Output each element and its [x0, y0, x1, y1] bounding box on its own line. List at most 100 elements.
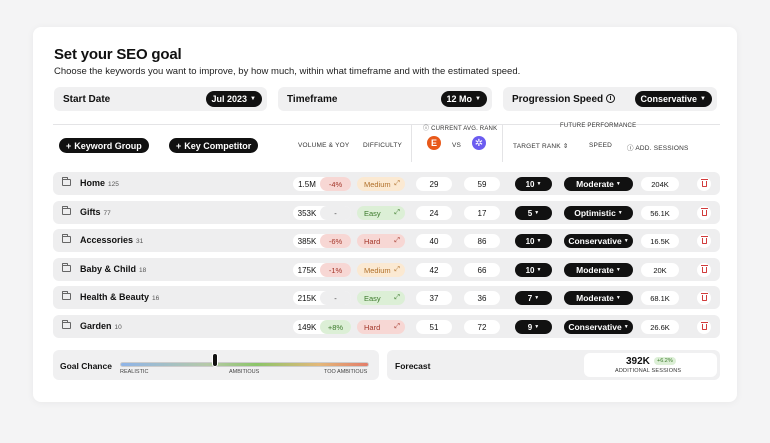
target-rank-dropdown[interactable]: 7 ▼: [515, 291, 552, 305]
speed-dropdown[interactable]: Conservative ▼: [564, 320, 633, 334]
expand-arrows-icon: ⤢: [394, 237, 400, 244]
speed-dropdown[interactable]: Moderate ▼: [564, 291, 633, 305]
keyword-group-name[interactable]: Gifts 77: [80, 207, 111, 217]
divider: [502, 124, 503, 162]
current-rank-b: 66: [464, 263, 500, 277]
difficulty-badge: Medium ⤢: [357, 177, 405, 191]
scale-label-ambitious: AMBITIOUS: [229, 369, 260, 375]
yoy-change: -: [320, 206, 351, 220]
delete-row-button[interactable]: [697, 320, 711, 334]
timeframe-dropdown[interactable]: 12 Mo ▼: [440, 91, 487, 107]
keyword-group-name[interactable]: Accessories 31: [80, 235, 144, 245]
keyword-group-row[interactable]: Home 125 1.5M -4% Medium ⤢ 29 59 10 ▼ Moderate ▼ 204…: [53, 172, 720, 195]
forecast-value: 392K: [626, 356, 650, 367]
add-keyword-group-button[interactable]: + Keyword Group: [59, 138, 149, 153]
keyword-group-row[interactable]: Baby & Child 18 175K -1% Medium ⤢ 42 66 10 ▼ Moder…: [53, 258, 720, 281]
timeframe-label: Timeframe: [287, 93, 338, 105]
target-rank-dropdown[interactable]: 5 ▼: [515, 206, 552, 220]
info-icon: ⓘ: [627, 145, 636, 152]
speed-dropdown[interactable]: Moderate ▼: [564, 177, 633, 191]
additional-sessions: 20K: [641, 263, 679, 277]
add-key-competitor-button[interactable]: + Key Competitor: [169, 138, 259, 153]
keyword-group-name[interactable]: Baby & Child 18: [80, 264, 147, 274]
trash-icon: [700, 236, 708, 244]
keyword-group-name[interactable]: Home 125: [80, 178, 119, 188]
caret-down-icon: ▼: [623, 238, 629, 244]
caret-down-icon: ▼: [536, 267, 542, 273]
divider: [53, 124, 720, 125]
delete-row-button[interactable]: [697, 177, 711, 191]
plus-icon: +: [66, 140, 72, 151]
delete-row-button[interactable]: [697, 291, 711, 305]
difficulty-badge: Hard ⤢: [357, 234, 405, 248]
forecast-label: Forecast: [395, 361, 431, 371]
start-date-dropdown[interactable]: Jul 2023 ▼: [205, 91, 262, 107]
delete-row-button[interactable]: [697, 234, 711, 248]
yoy-change: -: [320, 291, 351, 305]
current-rank-b: 59: [464, 177, 500, 191]
column-header-sessions: ⓘ ADD. SESSIONS: [627, 145, 689, 152]
caret-down-icon: ▼: [534, 295, 540, 301]
additional-sessions: 204K: [641, 177, 679, 191]
trash-icon: [700, 208, 708, 216]
folder-icon: [62, 206, 71, 215]
volume-value: 1.5M: [298, 179, 316, 189]
yoy-change: -4%: [320, 177, 351, 191]
column-header-difficulty: DIFFICULTY: [363, 142, 403, 149]
goal-chance-slider-track[interactable]: [120, 362, 369, 367]
forecast-panel: Forecast 392K +6.2% ADDITIONAL SESSIONS: [387, 350, 720, 380]
target-rank-dropdown[interactable]: 9 ▼: [515, 320, 552, 334]
volume-value: 175K: [297, 265, 317, 275]
column-header-future-performance: FUTURE PERFORMANCE: [560, 123, 637, 129]
target-rank-dropdown[interactable]: 10 ▼: [515, 263, 552, 277]
volume-value: 149K: [297, 322, 317, 332]
keyword-group-name[interactable]: Garden 10: [80, 321, 122, 331]
page-title: Set your SEO goal: [54, 46, 182, 63]
additional-sessions: 26.6K: [641, 320, 679, 334]
start-date-selector: Start Date Jul 2023 ▼: [54, 87, 267, 111]
trash-icon: [700, 179, 708, 187]
speed-dropdown[interactable]: Optimistic ▼: [564, 206, 633, 220]
current-rank-b: 86: [464, 234, 500, 248]
delete-row-button[interactable]: [697, 206, 711, 220]
caret-down-icon: ▼: [534, 210, 540, 216]
timeframe-selector: Timeframe 12 Mo ▼: [278, 87, 492, 111]
volume-pill: 353K -: [293, 206, 351, 220]
progression-speed-label: Progression Speed i: [512, 94, 615, 105]
caret-down-icon: ▼: [250, 96, 256, 102]
keyword-group-row[interactable]: Garden 10 149K +8% Hard ⤢ 51 72 9 ▼ Conservative ▼ 2…: [53, 315, 720, 338]
current-rank-a: 37: [416, 291, 452, 305]
keyword-group-name[interactable]: Health & Beauty 16: [80, 292, 160, 302]
volume-pill: 215K -: [293, 291, 351, 305]
yoy-change: -1%: [320, 263, 351, 277]
target-rank-dropdown[interactable]: 10 ▼: [515, 177, 552, 191]
folder-icon: [62, 291, 71, 300]
speed-dropdown[interactable]: Conservative ▼: [564, 234, 633, 248]
keyword-group-row[interactable]: Gifts 77 353K - Easy ⤢ 24 17 5 ▼ Optimistic ▼ 56.1K: [53, 201, 720, 224]
additional-sessions: 56.1K: [641, 206, 679, 220]
yoy-change: +8%: [320, 320, 351, 334]
target-rank-dropdown[interactable]: 10 ▼: [515, 234, 552, 248]
difficulty-badge: Easy ⤢: [357, 291, 405, 305]
expand-arrows-icon: ⤢: [394, 180, 400, 187]
keyword-group-row[interactable]: Health & Beauty 16 215K - Easy ⤢ 37 36 7 ▼ Moderat…: [53, 286, 720, 309]
info-icon[interactable]: i: [605, 94, 615, 104]
keyword-count: 18: [139, 267, 147, 274]
keyword-count: 31: [136, 238, 144, 245]
forecast-change-badge: +6.2%: [654, 357, 676, 365]
folder-icon: [62, 177, 71, 186]
current-rank-a: 29: [416, 177, 452, 191]
competitor-etsy-logo: E: [427, 136, 441, 150]
keyword-count: 10: [114, 324, 122, 331]
caret-down-icon: ▼: [534, 324, 540, 330]
competitor-logo: ✲: [472, 136, 486, 150]
delete-row-button[interactable]: [697, 263, 711, 277]
caret-down-icon: ▼: [475, 96, 481, 102]
goal-chance-slider-handle[interactable]: [211, 353, 218, 367]
volume-value: 353K: [297, 208, 317, 218]
trash-icon: [700, 293, 708, 301]
speed-dropdown[interactable]: Moderate ▼: [564, 263, 633, 277]
caret-down-icon: ▼: [536, 181, 542, 187]
progression-speed-dropdown[interactable]: Conservative ▼: [634, 91, 712, 107]
keyword-group-row[interactable]: Accessories 31 385K -6% Hard ⤢ 40 86 10 ▼ Conserva…: [53, 229, 720, 252]
